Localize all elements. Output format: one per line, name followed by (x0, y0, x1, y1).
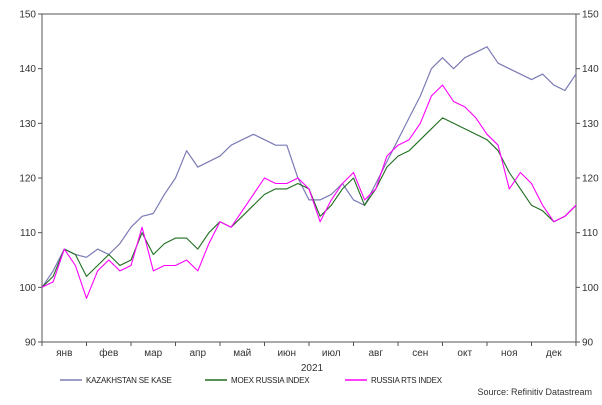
x-tick-label: янв (56, 348, 72, 359)
series-line-3 (41, 84, 577, 299)
series-line-1 (41, 46, 577, 288)
y-tick-label-right: 120 (582, 174, 599, 185)
y-tick-label-left: 140 (19, 64, 36, 75)
x-tick-label: фев (99, 347, 118, 359)
legend-label-1: KAZAKHSTAN SE KASE (86, 376, 172, 385)
x-tick-label: мар (144, 348, 162, 359)
x-tick-label: апр (189, 348, 206, 359)
y-tick-label-left: 150 (19, 10, 36, 21)
x-tick-label: окт (457, 348, 472, 359)
x-tick-label: авг (368, 348, 383, 359)
y-tick-label-right: 130 (582, 119, 599, 130)
y-tick-label-right: 140 (582, 64, 599, 75)
x-tick-label: июл (322, 348, 341, 359)
y-tick-label-right: 100 (582, 283, 599, 294)
y-axis-left: 90 100 110 120 130 140 150 (19, 10, 42, 349)
y-tick-label-left: 110 (20, 228, 36, 239)
legend-label-3: RUSSIA RTS INDEX (371, 376, 443, 385)
y-tick-label-left: 100 (19, 283, 36, 294)
x-tick-label: сен (412, 348, 428, 359)
y-tick-label-right: 110 (582, 228, 598, 239)
x-axis-year-label: 2021 (301, 363, 324, 374)
plot-frame (41, 13, 577, 343)
x-tick-label: июн (277, 348, 296, 359)
y-tick-label-left: 120 (19, 174, 36, 185)
y-tick-label-right: 150 (582, 10, 599, 21)
x-tick-label: дек (546, 348, 562, 359)
y-tick-label-left: 90 (25, 338, 37, 349)
x-axis: янв фев мар апр май июн июл авг сен окт ноя дек (41, 342, 577, 359)
y-axis-right: 90 100 110 120 130 140 150 (576, 10, 599, 349)
legend: KAZAKHSTAN SE KASE MOEX RUSSIA INDEX RUSSI… (60, 376, 443, 385)
y-tick-label-right: 90 (582, 338, 594, 349)
series-layer (41, 46, 577, 299)
legend-label-2: MOEX RUSSIA INDEX (231, 376, 310, 385)
x-tick-label: ноя (501, 348, 518, 359)
x-tick-label: май (233, 348, 251, 359)
y-tick-label-left: 130 (19, 119, 36, 130)
source-label: Source: Refinitiv Datastream (477, 387, 592, 397)
